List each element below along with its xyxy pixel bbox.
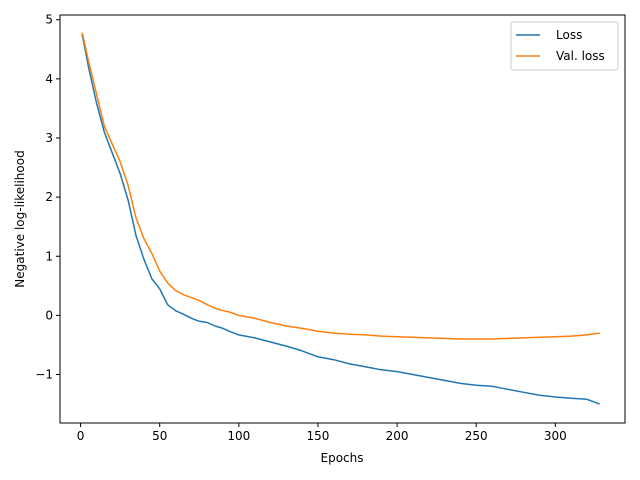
legend-box [510,21,619,71]
x-tick-label: 300 [544,429,567,443]
legend-label: Loss [556,28,582,42]
y-tick-label: 3 [45,131,53,145]
x-tick-label: 100 [227,429,250,443]
plot-lines [81,32,600,405]
y-tick-label: 1 [45,249,53,263]
x-tick-label: 50 [152,429,167,443]
series-line-2 [81,32,600,340]
x-tick-label: 0 [77,429,85,443]
y-tick-label: 0 [45,308,53,322]
y-axis-ticks: −1 0 1 2 3 4 5 [35,13,60,382]
y-tick-label: −1 [35,368,53,382]
x-tick-label: 200 [386,429,409,443]
legend: Loss Val. loss [510,21,619,71]
series-line-1 [81,34,600,405]
y-tick-label: 5 [45,13,53,27]
x-axis-label: Epochs [321,451,364,465]
y-axis-label: Negative log-likelihood [13,150,27,287]
x-axis-ticks: 0 50 100 150 200 250 300 [77,423,567,443]
legend-label: Val. loss [556,49,605,63]
axes-frame [59,14,626,424]
x-tick-label: 250 [465,429,488,443]
x-tick-label: 150 [307,429,330,443]
y-tick-label: 2 [45,190,53,204]
y-tick-label: 4 [45,72,53,86]
